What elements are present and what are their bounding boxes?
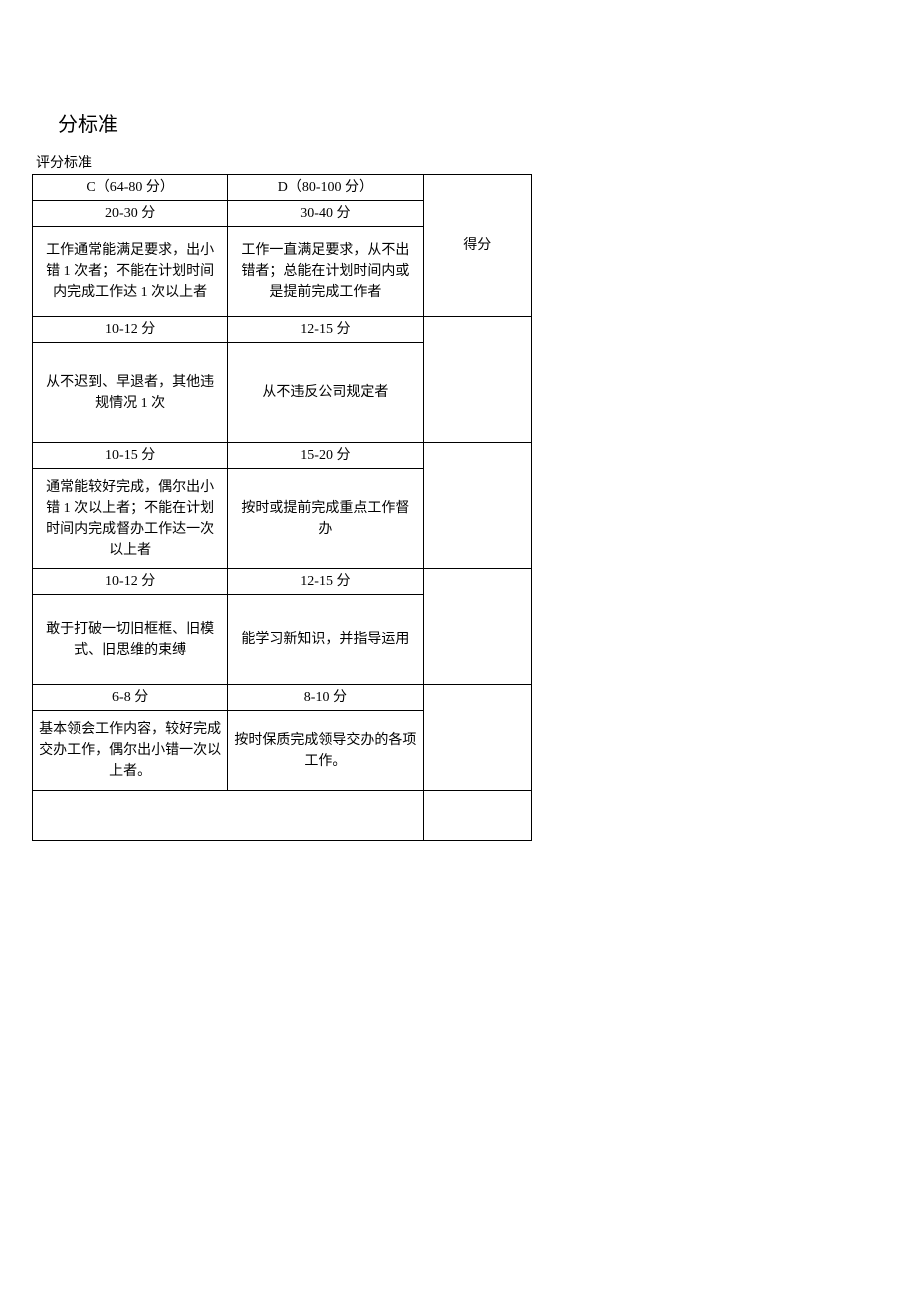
d-range: 30-40 分 [228, 201, 423, 227]
c-desc: 工作通常能满足要求，出小错 1 次者；不能在计划时间内完成工作达 1 次以上者 [33, 227, 228, 317]
section-range-row: 6-8 分 8-10 分 [33, 685, 532, 711]
score-cell [423, 443, 532, 569]
score-cell [423, 685, 532, 791]
section-range-row: 10-15 分 15-20 分 [33, 443, 532, 469]
bottom-left-cell [33, 791, 424, 841]
c-range: 10-12 分 [33, 317, 228, 343]
d-desc: 按时保质完成领导交办的各项工作。 [228, 711, 423, 791]
score-cell [423, 317, 532, 443]
c-range: 20-30 分 [33, 201, 228, 227]
d-range: 12-15 分 [228, 317, 423, 343]
d-desc: 按时或提前完成重点工作督办 [228, 469, 423, 569]
d-range: 8-10 分 [228, 685, 423, 711]
d-desc: 能学习新知识，并指导运用 [228, 595, 423, 685]
d-range: 15-20 分 [228, 443, 423, 469]
c-desc: 敢于打破一切旧框框、旧模式、旧思维的束缚 [33, 595, 228, 685]
score-header: 得分 [423, 175, 532, 317]
column-header-row: C（64-80 分） D（80-100 分） 得分 [33, 175, 532, 201]
c-range: 10-12 分 [33, 569, 228, 595]
d-range: 12-15 分 [228, 569, 423, 595]
bottom-score-cell [423, 791, 532, 841]
bottom-empty-row [33, 791, 532, 841]
page-title: 分标准 [58, 108, 118, 137]
d-desc: 工作一直满足要求，从不出错者；总能在计划时间内或是提前完成工作者 [228, 227, 423, 317]
col-d-header: D（80-100 分） [228, 175, 423, 201]
table-header-label: 评分标准 [32, 150, 532, 174]
section-range-row: 10-12 分 12-15 分 [33, 569, 532, 595]
c-range: 10-15 分 [33, 443, 228, 469]
scoring-table: C（64-80 分） D（80-100 分） 得分 20-30 分 30-40 … [32, 174, 532, 841]
d-desc: 从不违反公司规定者 [228, 343, 423, 443]
c-desc: 从不迟到、早退者，其他违规情况 1 次 [33, 343, 228, 443]
c-desc: 基本领会工作内容，较好完成交办工作，偶尔出小错一次以上者。 [33, 711, 228, 791]
score-cell [423, 569, 532, 685]
section-range-row: 10-12 分 12-15 分 [33, 317, 532, 343]
scoring-table-container: 评分标准 C（64-80 分） D（80-100 分） 得分 20-30 分 3… [32, 150, 532, 841]
c-desc: 通常能较好完成，偶尔出小错 1 次以上者；不能在计划时间内完成督办工作达一次以上… [33, 469, 228, 569]
col-c-header: C（64-80 分） [33, 175, 228, 201]
c-range: 6-8 分 [33, 685, 228, 711]
